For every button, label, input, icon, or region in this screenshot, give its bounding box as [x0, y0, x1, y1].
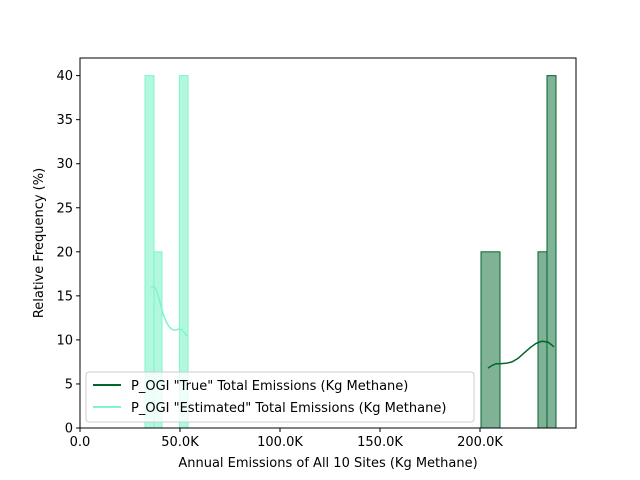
x-tick-label: 200.0K: [457, 435, 503, 450]
y-tick-label: 35: [56, 113, 73, 128]
y-tick-label: 0: [65, 422, 73, 437]
y-tick-label: 30: [56, 157, 73, 172]
y-axis-label: Relative Frequency (%): [32, 168, 47, 318]
y-tick-label: 40: [56, 69, 73, 84]
plot-frame: [79, 57, 577, 429]
y-tick-label: 15: [56, 289, 73, 304]
kde-curves: [150, 285, 555, 369]
legend: P_OGI "True" Total Emissions (Kg Methane…: [85, 371, 475, 423]
bar-0-1: [537, 251, 548, 429]
bar-0-0: [480, 251, 501, 429]
y-axis-ticks: 0 5 10 15 20 25 30 35 40: [56, 69, 80, 437]
kde-line-0: [487, 340, 555, 369]
y-tick-label: 5: [65, 377, 73, 392]
legend-label-estimated: P_OGI "Estimated" Total Emissions (Kg Me…: [131, 401, 446, 416]
y-tick-label: 25: [56, 201, 73, 216]
x-tick-label: 150.0K: [357, 435, 403, 450]
y-tick-label: 10: [56, 333, 73, 348]
legend-box: [85, 371, 475, 423]
x-tick-label: 50.0K: [161, 435, 199, 450]
bar-0-2: [546, 75, 557, 429]
y-tick-label: 20: [56, 245, 73, 260]
legend-label-true: P_OGI "True" Total Emissions (Kg Methane…: [131, 379, 408, 394]
x-tick-label: 100.0K: [257, 435, 303, 450]
x-axis-label: Annual Emissions of All 10 Sites (Kg Met…: [178, 456, 477, 471]
kde-line-1: [150, 285, 188, 337]
x-tick-label: 0.0: [70, 435, 91, 450]
x-axis-ticks: 0.0 50.0K 100.0K 150.0K 200.0K: [70, 428, 503, 450]
